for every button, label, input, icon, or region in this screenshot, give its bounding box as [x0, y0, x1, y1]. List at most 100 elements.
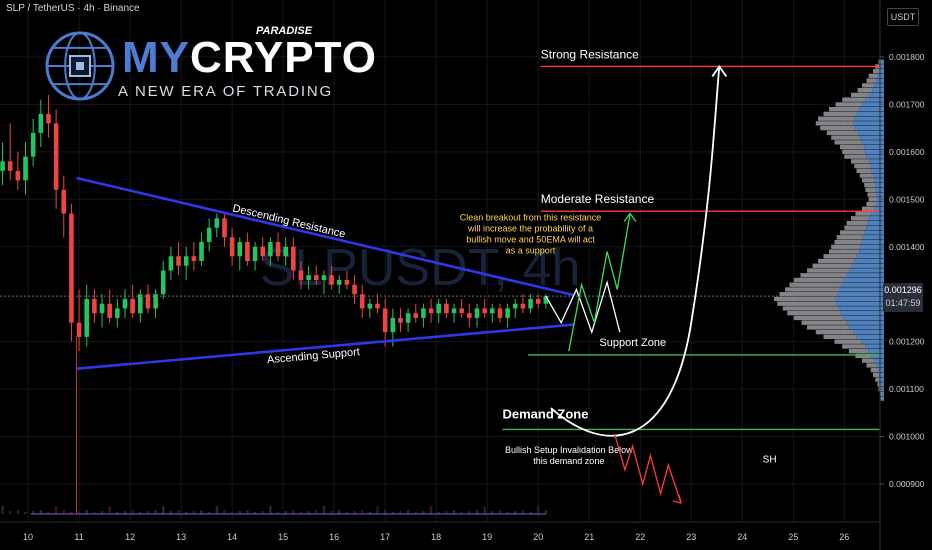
volume-profile-bar [854, 163, 871, 169]
candle-body [428, 308, 434, 314]
volume-bar [521, 510, 525, 514]
candle-body [398, 317, 403, 323]
projection-zigzag [545, 279, 621, 335]
volume-profile-bar [882, 391, 884, 397]
candle-body [145, 294, 151, 309]
candle-body [482, 308, 487, 314]
volume-bar [483, 506, 486, 514]
volume-profile [774, 59, 884, 401]
volume-bars [1, 336, 548, 515]
descending-resistance-trendline[interactable] [76, 176, 575, 297]
time-tick-label: 23 [686, 532, 696, 542]
volume-profile-bar [873, 69, 880, 74]
volume-profile-bar [846, 273, 884, 278]
volume-bar [123, 511, 127, 514]
candle-body [520, 303, 526, 309]
projections: Clean breakout from this resistancewill … [460, 64, 777, 504]
candle-body [298, 270, 304, 280]
volume-profile-bar [874, 83, 884, 88]
volume-bar [406, 510, 410, 514]
volume-profile-bar [862, 83, 875, 88]
volume-profile-bar [815, 330, 854, 335]
volume-profile-bar [842, 97, 866, 102]
volume-profile-bar [853, 121, 884, 126]
strong-resistance-label: Strong Resistance [541, 47, 639, 61]
volume-profile-bar [807, 268, 850, 273]
volume-bar [192, 511, 196, 514]
volume-profile-bar [874, 358, 884, 363]
candle-body [153, 294, 158, 309]
volume-profile-bar [823, 254, 857, 259]
volume-profile-bar [844, 154, 867, 159]
volume-profile-bar [874, 178, 884, 183]
volume-bar [292, 510, 295, 514]
candle-body [137, 294, 143, 314]
volume-bar [322, 506, 326, 514]
volume-bar [85, 510, 88, 514]
volume-bar [230, 512, 234, 514]
volume-bar [154, 510, 157, 514]
volume-profile-bar [818, 258, 855, 264]
volume-profile-bar [834, 339, 862, 344]
ascending-support-trendline[interactable] [76, 323, 575, 371]
volume-profile-bar [840, 144, 865, 150]
time-tick-label: 14 [227, 532, 237, 542]
breakout-note-line: will increase the probability of a [467, 224, 593, 234]
candle-body [497, 308, 503, 318]
volume-profile-bar [861, 140, 884, 145]
volume-profile-bar [851, 159, 870, 164]
bullish-arrow-head [623, 212, 637, 222]
volume-profile-bar [860, 135, 884, 140]
candle-body [92, 298, 97, 314]
volume-profile-bar [774, 296, 835, 302]
bearish-arrow-head [672, 494, 682, 504]
price-tick-label: 0.001500 [889, 194, 925, 204]
time-tick-label: 25 [788, 532, 798, 542]
volume-profile-bar [854, 116, 884, 121]
candle-body [344, 279, 350, 285]
volume-profile-bar [870, 367, 879, 373]
candle-body [283, 246, 288, 257]
volume-profile-bar [875, 377, 881, 382]
volume-profile-bar [871, 353, 884, 359]
time-tick-label: 13 [176, 532, 186, 542]
volume-bar [24, 512, 27, 514]
volume-profile-bar [871, 168, 884, 174]
volume-profile-bar [865, 149, 884, 155]
time-tick-label: 19 [482, 532, 492, 542]
volume-profile-bar [865, 97, 884, 102]
volume-bar [361, 510, 364, 514]
volume-profile-bar [835, 102, 863, 107]
volume-bar [475, 510, 479, 514]
ascending-support-label: Ascending Support [267, 346, 361, 366]
volume-profile-bar [801, 320, 847, 325]
candle-body [512, 303, 518, 309]
volume-profile-bar [777, 301, 836, 306]
volume-profile-bar [835, 301, 884, 306]
volume-profile-bar [857, 87, 873, 93]
volume-profile-bar [779, 292, 837, 297]
candle-body [459, 308, 464, 314]
volume-bar [460, 512, 463, 514]
candle-body [229, 237, 235, 257]
currency-unit[interactable]: USDT [887, 8, 919, 26]
candle-body [474, 308, 480, 318]
candle-body [15, 170, 21, 181]
volume-bar [284, 511, 287, 514]
volume-profile-bar [866, 363, 877, 368]
volume-profile-bar [856, 334, 884, 340]
candle-body [99, 303, 105, 314]
volume-bar [383, 510, 387, 514]
candle-body [183, 256, 189, 266]
volume-profile-bar [848, 348, 869, 354]
candle-body [160, 270, 166, 295]
volume-profile-bar [851, 92, 870, 98]
volume-profile-bar [862, 235, 884, 240]
volume-bar [207, 512, 211, 514]
volume-profile-bar [818, 116, 855, 121]
volume-profile-bar [856, 111, 884, 117]
candle-body [505, 308, 510, 318]
volume-profile-bar [864, 144, 884, 150]
